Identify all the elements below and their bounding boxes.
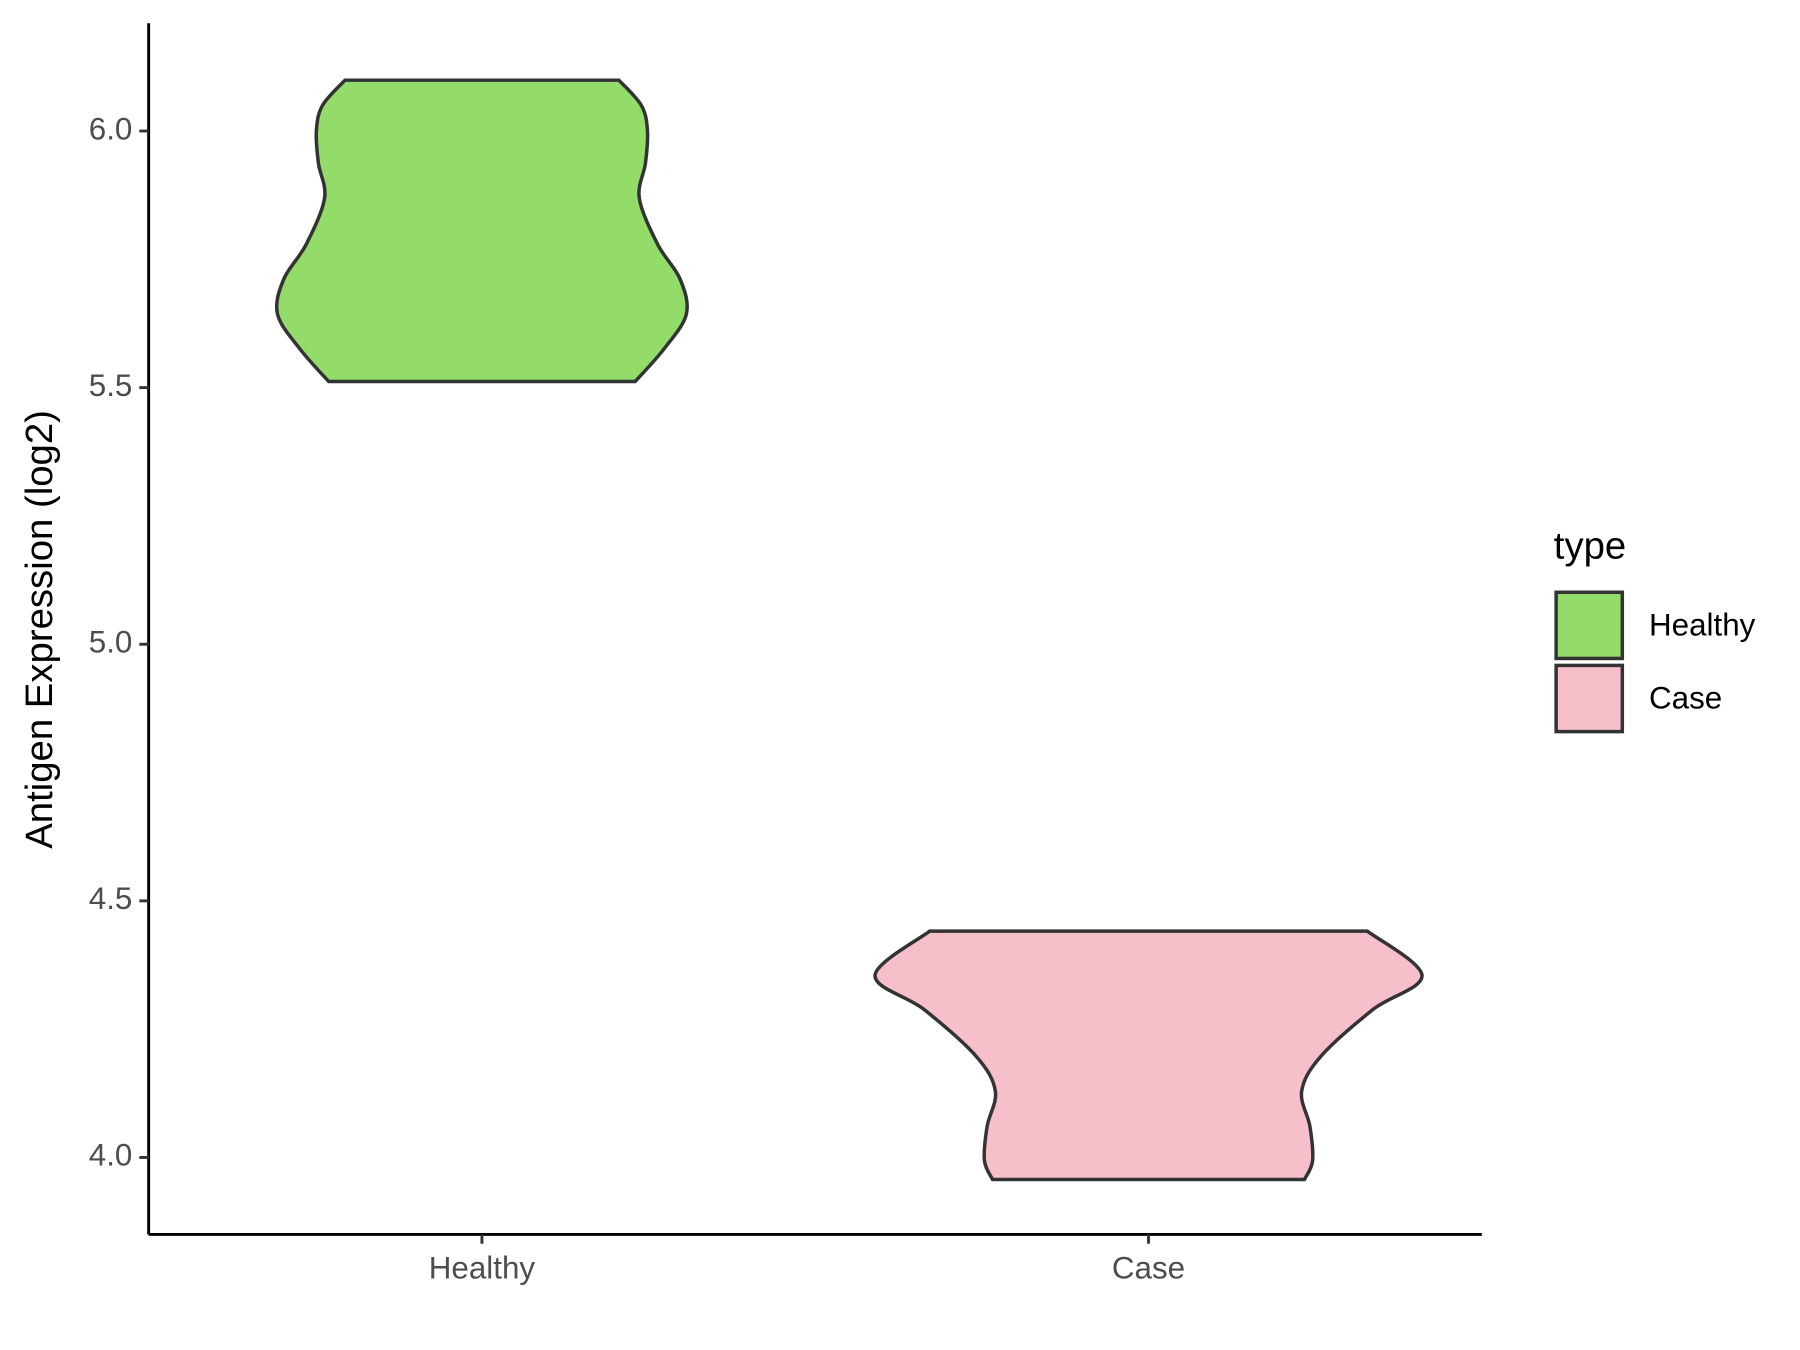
- y-tick-label: 4.0: [89, 1138, 133, 1173]
- x-tick-label: Healthy: [429, 1251, 536, 1286]
- y-tick-label: 5.5: [89, 368, 133, 403]
- legend-swatch: [1554, 663, 1625, 734]
- violin: [274, 78, 689, 384]
- y-axis-title: Antigen Expression (log2): [18, 410, 61, 849]
- y-tick-label: 4.5: [89, 881, 133, 916]
- x-tick-label: Case: [1112, 1251, 1185, 1286]
- legend-title: type: [1554, 524, 1626, 567]
- legend-label: Healthy: [1649, 607, 1756, 642]
- y-tick-label: 5.0: [89, 625, 133, 660]
- legend-label: Case: [1649, 681, 1722, 716]
- y-tick-label: 6.0: [89, 111, 133, 146]
- legend-swatch: [1554, 590, 1625, 661]
- violin: [873, 929, 1424, 1182]
